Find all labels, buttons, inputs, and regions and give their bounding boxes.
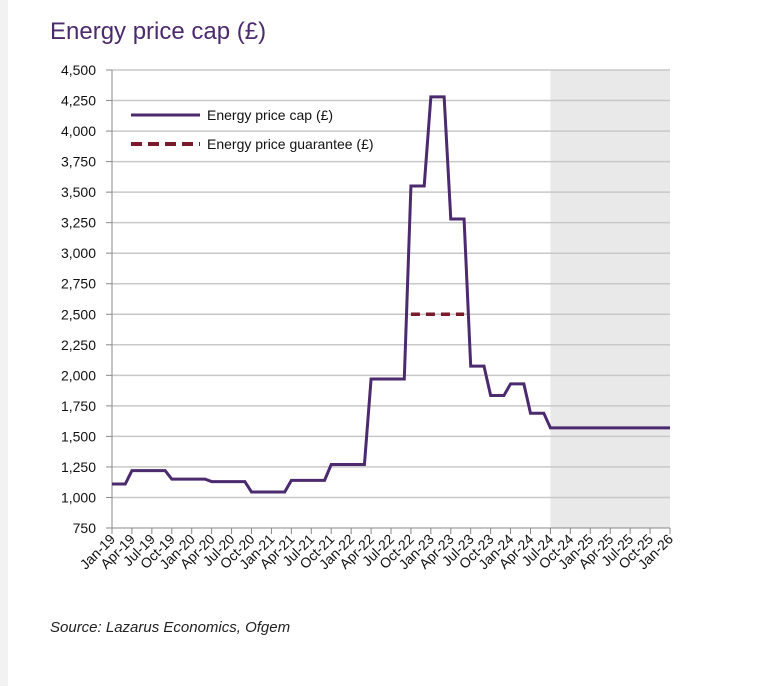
series-layer bbox=[112, 95, 670, 494]
legend-label-cap: Energy price cap (£) bbox=[207, 107, 333, 123]
chart-title: Energy price cap (£) bbox=[50, 18, 267, 45]
left-frame-strip bbox=[0, 0, 8, 686]
forecast-shaded-region bbox=[550, 70, 670, 528]
grid-layer bbox=[112, 69, 670, 499]
y-tick-label: 4,250 bbox=[61, 93, 96, 109]
y-tick-label: 4,500 bbox=[61, 62, 96, 78]
y-tick-label: 1,250 bbox=[61, 459, 96, 475]
y-tick-label: 750 bbox=[73, 520, 97, 536]
y-tick-label: 1,500 bbox=[61, 428, 96, 444]
source-note: Source: Lazarus Economics, Ofgem bbox=[50, 619, 291, 636]
legend-label-guarantee: Energy price guarantee (£) bbox=[207, 136, 374, 152]
legend: Energy price cap (£) Energy price guarant… bbox=[131, 107, 374, 152]
y-tick-label: 2,000 bbox=[61, 367, 96, 383]
series-line-energy-price-cap bbox=[112, 95, 670, 494]
y-tick-label: 3,250 bbox=[61, 215, 96, 231]
y-tick-label: 3,000 bbox=[61, 245, 96, 261]
y-tick-label: 3,750 bbox=[61, 154, 96, 170]
y-tick-label: 2,250 bbox=[61, 337, 96, 353]
y-tick-label: 1,000 bbox=[61, 489, 96, 505]
y-tick-label: 3,500 bbox=[61, 184, 96, 200]
y-tick-label: 2,750 bbox=[61, 276, 96, 292]
y-tick-label: 2,500 bbox=[61, 306, 96, 322]
y-tick-label: 1,750 bbox=[61, 398, 96, 414]
forecast-shade-layer bbox=[550, 70, 670, 528]
y-tick-label: 4,000 bbox=[61, 123, 96, 139]
